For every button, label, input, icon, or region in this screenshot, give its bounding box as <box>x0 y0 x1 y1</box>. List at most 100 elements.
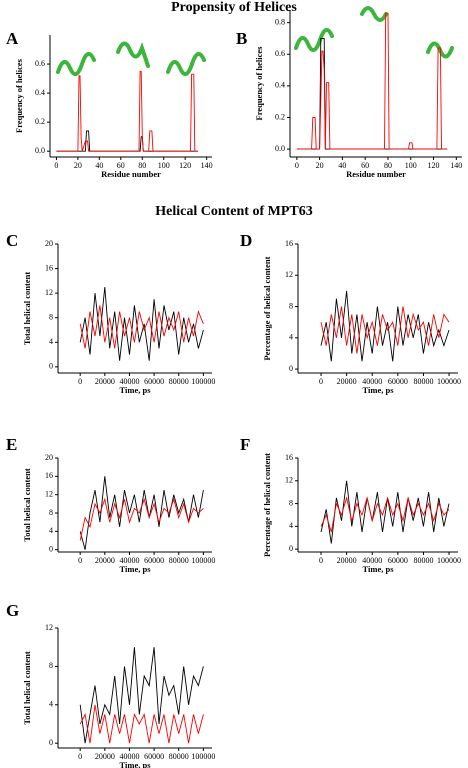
y-tick-label: 0.2 <box>35 117 45 126</box>
data-line <box>320 480 450 544</box>
x-tick-label: 20000 <box>95 752 115 761</box>
x-tick-label: 80 <box>384 161 392 170</box>
x-tick-label: 100 <box>158 161 170 170</box>
x-axis-label: Time, ps <box>119 760 151 768</box>
x-tick-label: 140 <box>201 161 213 170</box>
y-tick-label: 4 <box>49 337 53 346</box>
panel-letter: D <box>240 231 252 250</box>
x-tick-label: 0 <box>78 377 82 386</box>
data-line <box>79 305 204 349</box>
data-line <box>79 647 204 744</box>
x-tick-label: 40 <box>95 161 103 170</box>
y-tick-label: 12 <box>45 623 53 632</box>
y-tick-label: 12 <box>45 490 53 499</box>
x-axis-label: Residue number <box>101 169 161 179</box>
y-tick-label: 0 <box>49 738 53 747</box>
x-tick-label: 60000 <box>388 556 408 565</box>
panel-letter: E <box>6 435 17 454</box>
y-tick-label: 16 <box>45 471 53 480</box>
x-tick-label: 80000 <box>169 752 189 761</box>
x-tick-label: 20000 <box>337 377 357 386</box>
y-axis-label: Percentage of helical content <box>262 453 272 557</box>
x-tick-label: 20 <box>316 161 324 170</box>
y-axis-label: Total helical content <box>22 272 32 346</box>
y-tick-label: 12 <box>285 270 293 279</box>
x-tick-label: 140 <box>450 161 462 170</box>
x-tick-label: 20000 <box>337 556 357 565</box>
y-tick-label: 20 <box>45 239 53 248</box>
y-tick-label: 0 <box>49 362 53 371</box>
x-tick-label: 20000 <box>95 556 115 565</box>
data-line <box>79 497 204 541</box>
y-tick-label: 8 <box>289 301 293 310</box>
x-tick-label: 80000 <box>413 556 433 565</box>
helix-icon <box>116 41 150 68</box>
y-tick-label: 0.8 <box>275 17 285 26</box>
x-tick-label: 80000 <box>169 377 189 386</box>
x-tick-label: 120 <box>428 161 440 170</box>
y-tick-label: 4 <box>49 700 53 709</box>
y-tick-label: 0.4 <box>275 81 285 90</box>
section-title: Helical Content of MPT63 <box>155 204 312 219</box>
x-axis-label: Time, ps <box>362 385 394 395</box>
x-tick-label: 60000 <box>388 377 408 386</box>
y-tick-label: 20 <box>45 453 53 462</box>
x-tick-label: 0 <box>78 556 82 565</box>
x-tick-label: 100000 <box>191 556 215 565</box>
data-line <box>79 286 204 361</box>
helix-icon <box>166 52 206 76</box>
x-axis-label: Residue number <box>346 169 406 179</box>
x-tick-label: 0 <box>319 377 323 386</box>
y-tick-label: 0 <box>289 544 293 553</box>
x-tick-label: 100000 <box>437 377 461 386</box>
y-tick-label: 8 <box>289 498 293 507</box>
x-tick-label: 0 <box>319 556 323 565</box>
x-tick-label: 60000 <box>144 752 164 761</box>
data-line <box>320 496 450 533</box>
x-tick-label: 40000 <box>119 556 139 565</box>
y-tick-label: 16 <box>285 453 293 462</box>
x-tick-label: 100000 <box>437 556 461 565</box>
y-tick-label: 12 <box>45 288 53 297</box>
panel-letter: F <box>240 435 250 454</box>
y-tick-label: 0.4 <box>35 88 45 97</box>
data-line <box>296 12 448 150</box>
data-line <box>296 38 448 150</box>
section-title: Propensity of Helices <box>171 0 297 15</box>
x-tick-label: 40000 <box>119 377 139 386</box>
x-tick-label: 100000 <box>191 752 215 761</box>
x-tick-label: 40000 <box>119 752 139 761</box>
y-axis-label: Frequency of helices <box>254 46 264 121</box>
y-tick-label: 8 <box>49 661 53 670</box>
y-axis-label: Frequency of helices <box>14 58 24 133</box>
y-tick-label: 0 <box>49 545 53 554</box>
helix-icon <box>360 6 388 22</box>
data-line <box>56 70 199 152</box>
panel-letter: C <box>6 231 18 250</box>
y-axis-label: Total helical content <box>22 468 32 542</box>
x-tick-label: 40000 <box>362 377 382 386</box>
x-tick-label: 0 <box>295 161 299 170</box>
y-tick-label: 12 <box>285 476 293 485</box>
y-tick-label: 16 <box>285 239 293 248</box>
x-tick-label: 80000 <box>169 556 189 565</box>
data-line <box>56 130 199 152</box>
y-tick-label: 4 <box>289 521 293 530</box>
y-tick-label: 0 <box>289 364 293 373</box>
x-tick-label: 20 <box>74 161 82 170</box>
panel-letter: G <box>6 601 19 620</box>
panel-letter: B <box>236 29 247 48</box>
helix-icon <box>56 52 96 76</box>
y-tick-label: 4 <box>49 526 53 535</box>
x-tick-label: 40 <box>338 161 346 170</box>
panel-letter: A <box>6 29 19 48</box>
data-line <box>320 290 450 362</box>
y-tick-label: 16 <box>45 263 53 272</box>
x-tick-label: 60000 <box>144 377 164 386</box>
data-line <box>79 704 204 744</box>
x-tick-label: 60 <box>117 161 125 170</box>
y-tick-label: 8 <box>49 508 53 517</box>
x-tick-label: 100000 <box>191 377 215 386</box>
y-axis-label: Total helical content <box>22 651 32 725</box>
